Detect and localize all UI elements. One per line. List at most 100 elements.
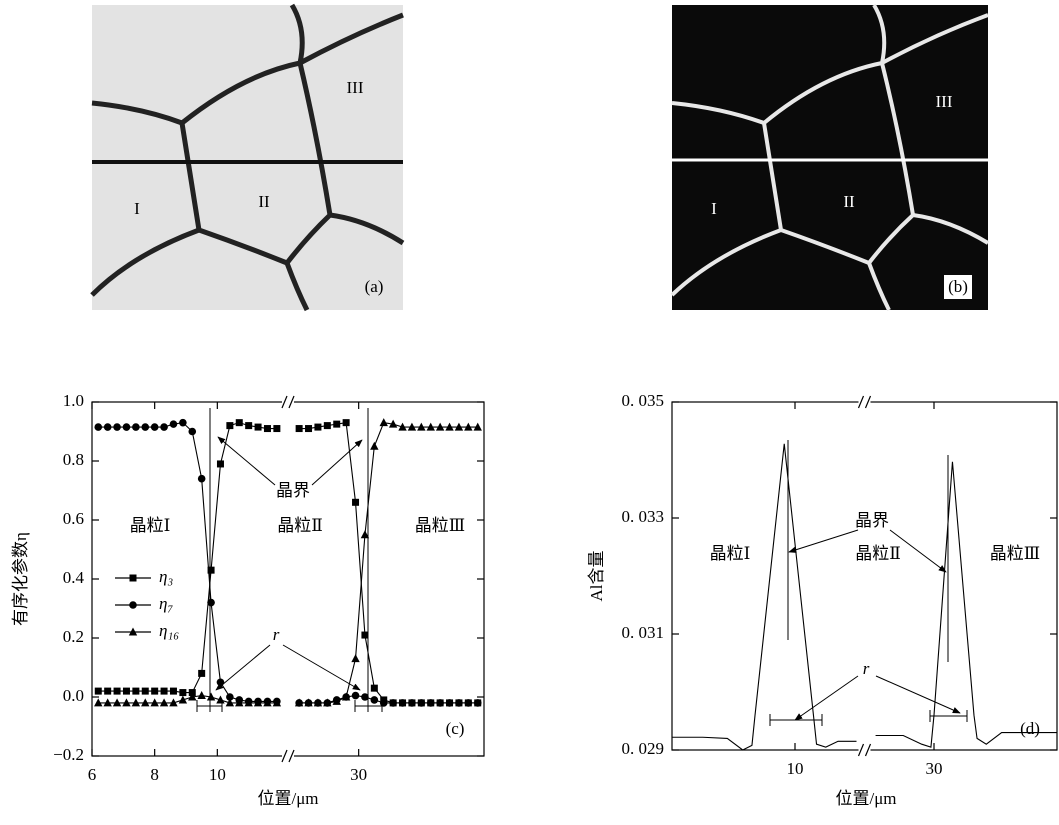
y-tick-label: 0.2 [63,627,84,646]
marker [264,425,271,432]
marker [361,632,368,639]
page: I II III (a) I II III (b) −0.20.00.20.40… [0,0,1059,820]
grain-label: I [711,199,717,218]
r-label: r [863,659,870,678]
marker [104,423,112,431]
marker [455,699,463,707]
marker [446,699,454,707]
data-line [299,423,478,703]
micrograph [92,5,403,310]
marker [226,422,233,429]
marker [170,420,178,428]
marker [132,423,140,431]
marker [179,689,186,696]
marker [151,423,159,431]
marker [324,422,331,429]
marker [123,688,130,695]
r-label: r [273,625,280,644]
grain-label: 晶粒Ⅰ [710,544,751,563]
grain-label: II [843,192,855,211]
marker [236,419,243,426]
marker [179,419,187,427]
legend-label: η₃ [159,567,173,586]
marker [104,688,111,695]
marker [114,688,121,695]
x-axis-label: 位置/μm [835,789,896,808]
marker [123,423,131,431]
marker [273,425,280,432]
marker [198,475,206,483]
marker [305,425,312,432]
grain-label: 晶粒Ⅰ [130,516,171,535]
grain-label: III [347,78,364,97]
arrow [283,645,360,690]
marker [132,688,139,695]
arrow [216,645,270,690]
data-line [672,444,857,750]
marker [255,424,262,431]
data-line [98,423,277,693]
marker [113,423,121,431]
figure: I II III (a) I II III (b) −0.20.00.20.40… [0,0,1059,820]
marker [427,699,435,707]
micrograph [672,5,988,310]
panel-label: (d) [1020,719,1040,738]
data-line [299,423,478,703]
grain-label: 晶粒Ⅱ [855,544,901,563]
y-tick-label: 0. 029 [622,739,665,758]
marker [217,460,224,467]
marker [160,423,168,431]
y-axis-label: Al含量 [587,551,606,602]
marker [408,699,416,707]
grain-label: 晶粒Ⅲ [415,516,465,535]
legend-marker [129,601,137,609]
x-axis-label: 位置/μm [257,789,318,808]
grain-label: III [936,92,953,111]
marker [380,418,388,426]
marker [389,699,397,707]
arrow [218,437,275,485]
marker [95,688,102,695]
plot-frame [672,402,1057,750]
marker [245,422,252,429]
marker [188,428,196,436]
panel-label: (c) [446,719,465,738]
boundary-label: 晶界 [855,511,889,530]
arrow [789,530,858,552]
marker [371,696,379,704]
y-tick-label: 0. 031 [622,623,665,642]
y-axis-label: 有序化参数η [11,532,30,626]
marker [207,599,215,607]
arrow [876,676,960,713]
marker [217,678,225,686]
data-line [876,462,1057,747]
y-tick-label: 0. 035 [622,391,665,410]
marker [399,699,407,707]
legend-label: η₇ [159,594,173,613]
marker [370,442,378,450]
marker [418,699,426,707]
x-tick-label: 30 [350,765,367,784]
marker [371,685,378,692]
y-tick-label: 0.8 [63,450,84,469]
x-tick-label: 8 [150,765,159,784]
marker [474,699,482,707]
y-tick-label: −0.2 [53,745,84,764]
marker [197,691,205,699]
arrow [312,440,362,485]
grain-label: 晶粒Ⅲ [990,544,1040,563]
marker [170,688,177,695]
legend-label: η₁₆ [159,621,179,640]
marker [465,699,473,707]
y-tick-label: 0.4 [63,568,85,587]
y-tick-label: 0.6 [63,509,84,528]
marker [296,425,303,432]
legend-marker [130,575,137,582]
marker [314,424,321,431]
y-tick-label: 0.0 [63,686,84,705]
marker [351,654,359,662]
x-tick-label: 30 [926,759,943,778]
marker [343,419,350,426]
marker [352,499,359,506]
grain-label: I [134,199,140,218]
